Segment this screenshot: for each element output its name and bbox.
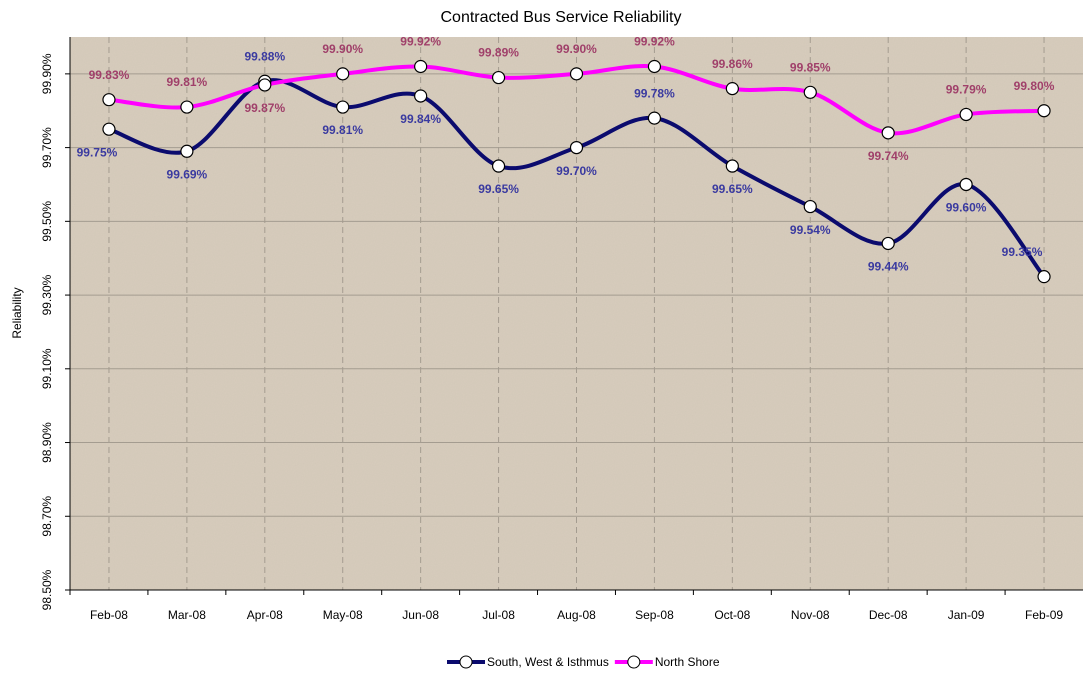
y-tick-label: 98.70% — [40, 496, 54, 537]
marker — [258, 78, 272, 92]
marker — [647, 111, 662, 125]
x-tick-label: Feb-09 — [1025, 608, 1063, 622]
data-label: 99.80% — [1014, 79, 1055, 93]
marker — [803, 85, 817, 99]
marker — [414, 59, 428, 74]
data-label: 99.35% — [1002, 245, 1043, 259]
marker — [569, 141, 584, 155]
data-label: 99.54% — [790, 223, 831, 237]
y-tick-label: 98.50% — [40, 569, 54, 610]
marker — [569, 67, 584, 81]
y-tick-label: 98.90% — [40, 422, 54, 463]
x-tick-label: Nov-08 — [791, 608, 830, 622]
legend-label: South, West & Isthmus — [487, 655, 609, 669]
marker — [102, 93, 116, 107]
data-label: 99.79% — [946, 83, 987, 97]
marker — [336, 67, 350, 81]
x-tick-label: May-08 — [323, 608, 363, 622]
data-label: 99.74% — [868, 149, 909, 163]
data-label: 99.81% — [167, 75, 208, 89]
marker — [414, 89, 428, 103]
marker — [725, 159, 739, 173]
marker — [881, 236, 895, 251]
data-label: 99.44% — [868, 260, 909, 274]
y-tick-label: 99.70% — [40, 127, 54, 168]
legend-label: North Shore — [655, 655, 720, 669]
marker — [959, 107, 973, 122]
data-label: 99.65% — [712, 182, 753, 196]
marker — [881, 126, 895, 140]
y-tick-label: 99.90% — [40, 53, 54, 94]
x-tick-label: Jan-09 — [948, 608, 985, 622]
data-label: 99.83% — [89, 68, 130, 82]
data-label: 99.85% — [790, 60, 831, 74]
x-tick-label: Mar-08 — [168, 608, 206, 622]
x-tick-label: Oct-08 — [714, 608, 750, 622]
marker — [491, 159, 506, 173]
marker — [336, 100, 350, 114]
marker — [102, 122, 116, 136]
x-tick-label: Jul-08 — [482, 608, 515, 622]
marker — [647, 59, 662, 74]
data-label: 99.81% — [322, 123, 363, 137]
data-label: 99.65% — [478, 182, 519, 196]
marker — [959, 177, 973, 192]
legend-marker — [459, 655, 473, 669]
data-label: 99.92% — [400, 35, 441, 49]
chart-title: Contracted Bus Service Reliability — [441, 9, 682, 26]
data-label: 99.84% — [400, 112, 441, 126]
legend: South, West & Isthmus North Shore — [447, 655, 720, 669]
data-label: 99.90% — [556, 42, 597, 56]
marker — [1037, 270, 1051, 284]
data-label: 99.86% — [712, 57, 753, 71]
marker — [803, 199, 817, 214]
legend-marker — [627, 655, 641, 669]
data-label: 99.60% — [946, 201, 987, 215]
data-label: 99.92% — [634, 35, 675, 49]
x-tick-label: Apr-08 — [247, 608, 283, 622]
data-label: 99.90% — [322, 42, 363, 56]
data-label: 99.75% — [77, 145, 118, 159]
data-label: 99.69% — [167, 167, 208, 181]
x-tick-label: Feb-08 — [90, 608, 128, 622]
marker — [491, 70, 506, 85]
marker — [1037, 104, 1051, 118]
data-label: 99.87% — [244, 101, 285, 115]
data-label: 99.78% — [634, 86, 675, 100]
x-tick-label: Dec-08 — [869, 608, 908, 622]
y-tick-label: 99.50% — [40, 201, 54, 242]
x-tick-label: Aug-08 — [557, 608, 596, 622]
data-label: 99.88% — [244, 49, 285, 63]
marker — [180, 100, 194, 114]
data-label: 99.70% — [556, 164, 597, 178]
y-tick-label: 99.30% — [40, 274, 54, 315]
data-label: 99.89% — [478, 46, 519, 60]
x-tick-label: Jun-08 — [402, 608, 439, 622]
marker — [180, 144, 194, 158]
y-tick-label: 99.10% — [40, 348, 54, 389]
y-axis-label: Reliability — [10, 287, 24, 338]
marker — [725, 82, 739, 96]
x-tick-label: Sep-08 — [635, 608, 674, 622]
